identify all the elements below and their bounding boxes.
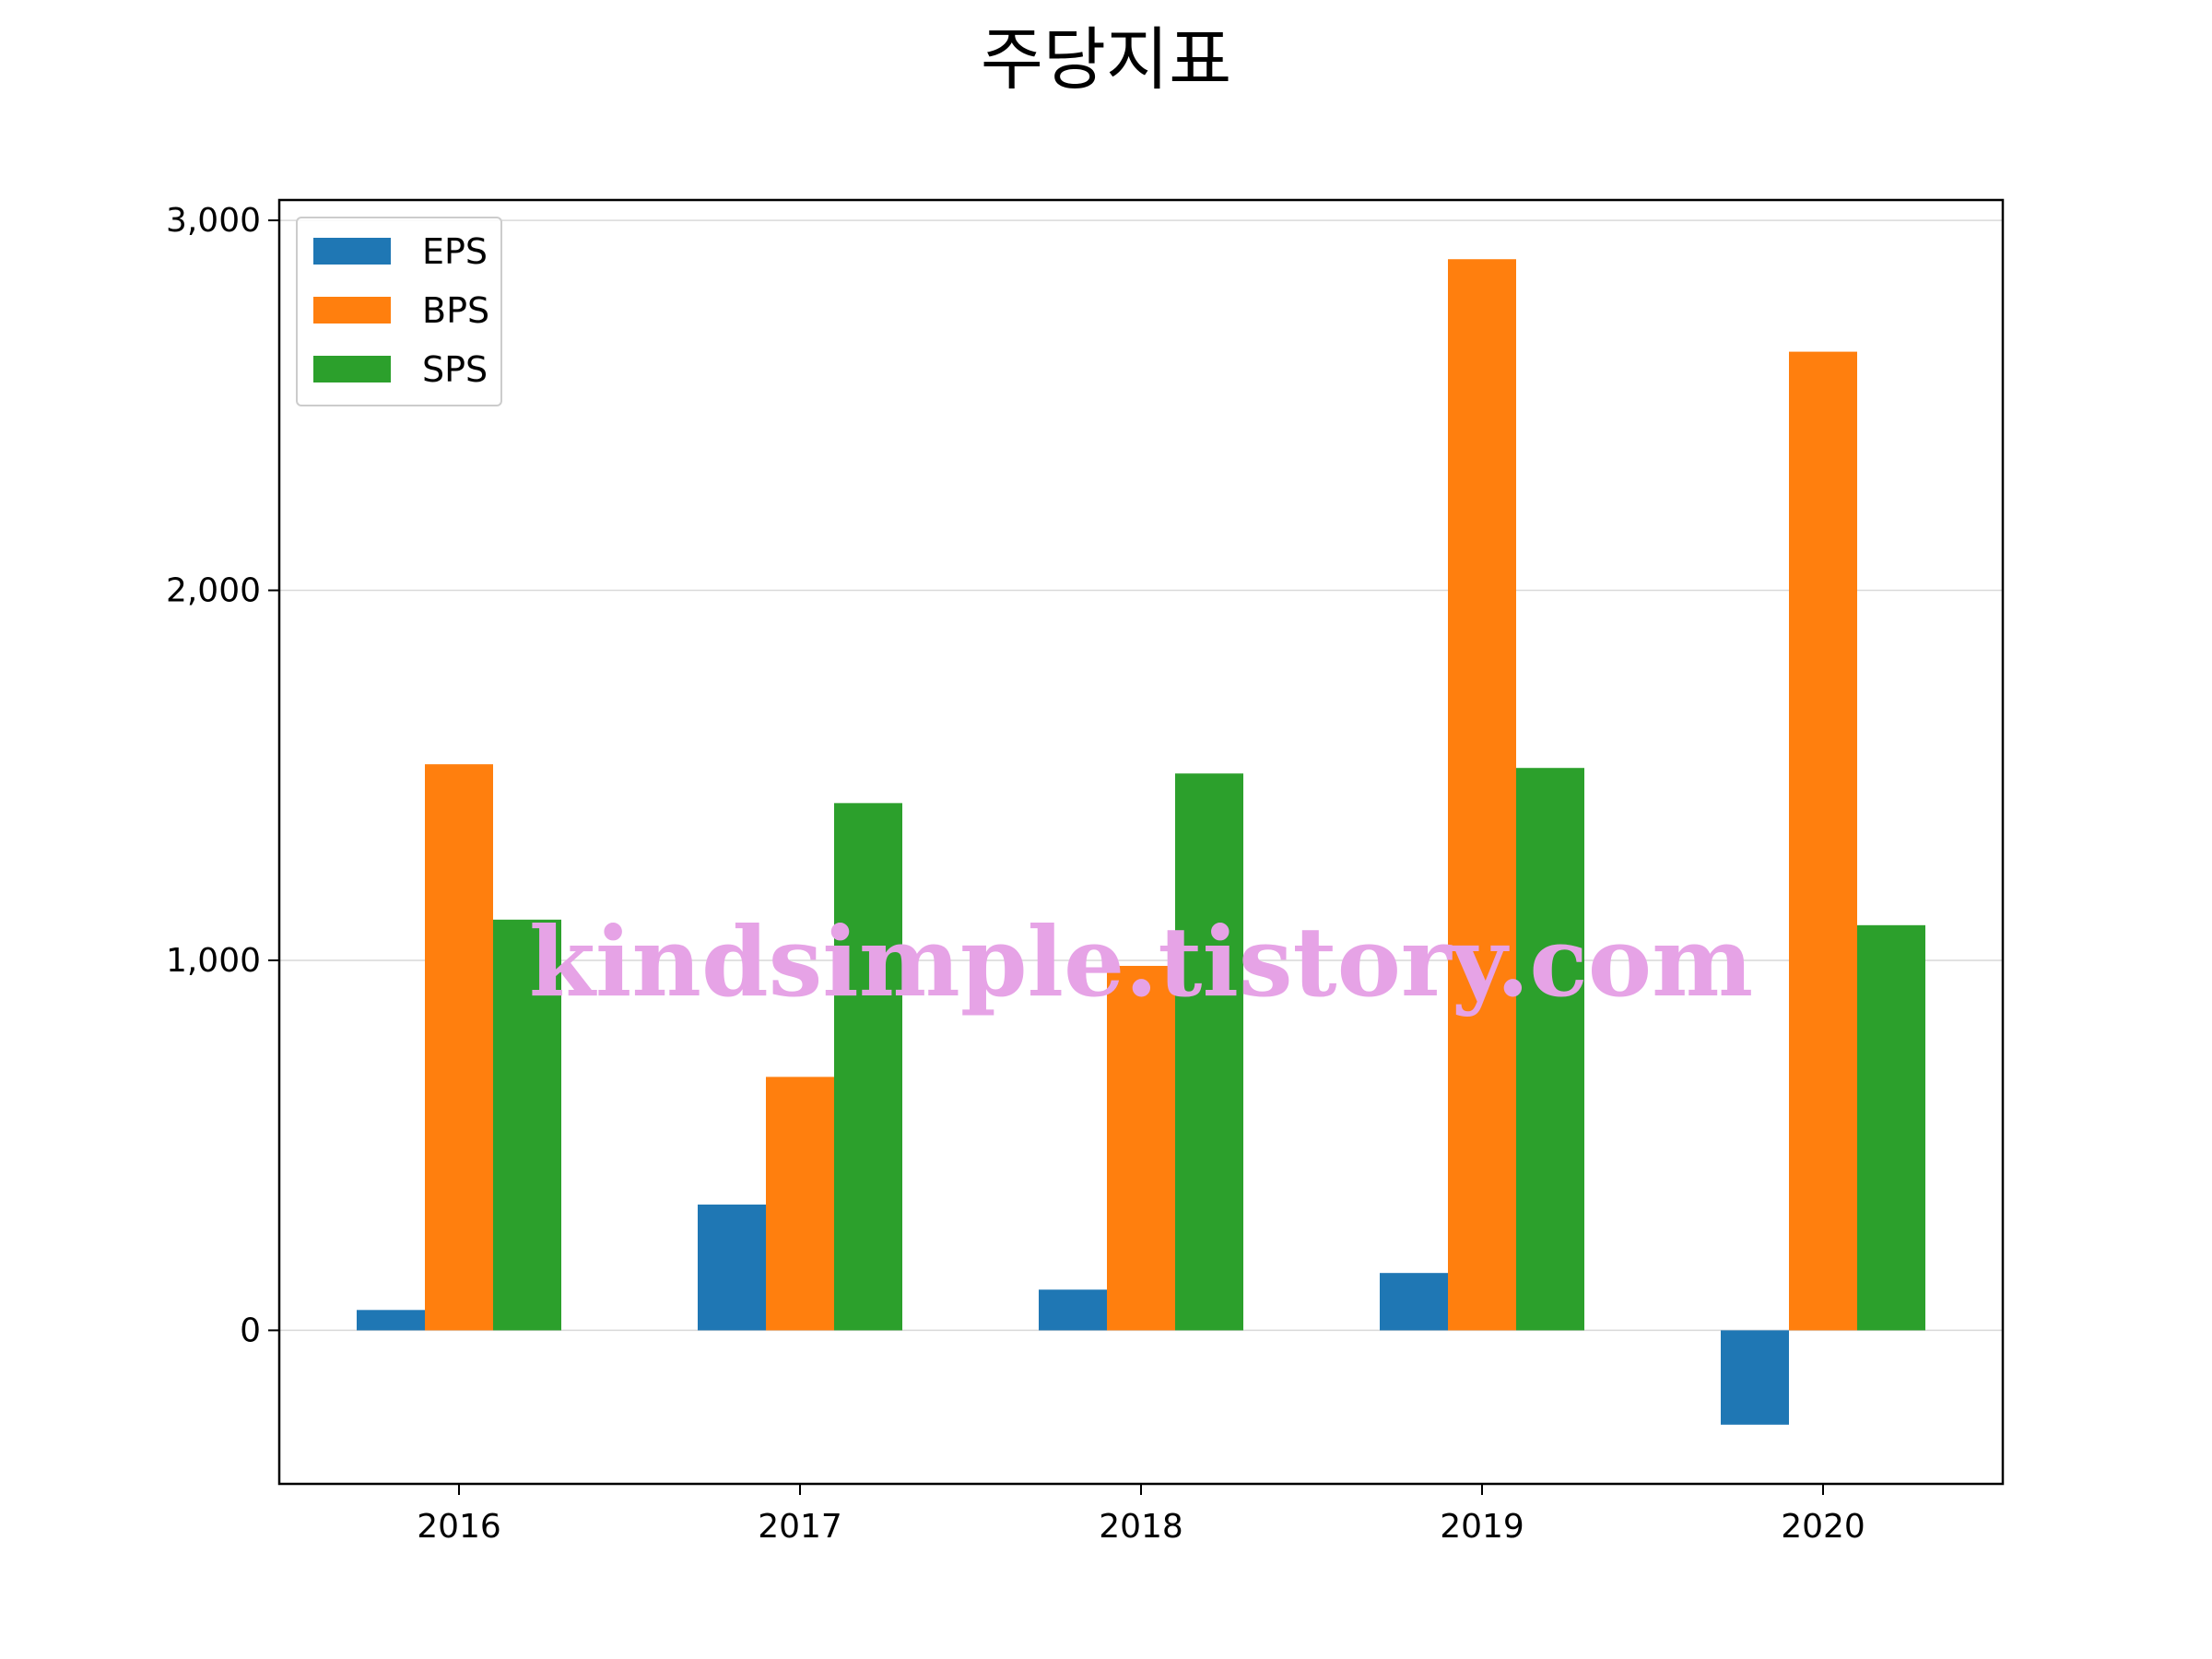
chart-title: 주당지표: [981, 20, 1231, 100]
bar-bps-2017: [766, 1077, 834, 1331]
legend-swatch-sps: [313, 356, 391, 382]
watermark-text: kindsimple.tistory.com: [529, 905, 1753, 1018]
bar-eps-2019: [1380, 1273, 1448, 1331]
bar-sps-2016: [493, 919, 561, 1331]
x-tick-label: 2020: [1781, 1508, 1865, 1546]
bar-bps-2020: [1789, 351, 1857, 1331]
y-tick-label: 2,000: [166, 572, 261, 610]
bar-eps-2018: [1039, 1289, 1107, 1331]
bar-bps-2018: [1107, 965, 1175, 1331]
bar-sps-2018: [1175, 773, 1243, 1331]
bar-eps-2020: [1721, 1330, 1789, 1425]
bar-bps-2019: [1448, 259, 1516, 1331]
bar-sps-2019: [1516, 768, 1584, 1331]
bar-eps-2016: [357, 1310, 425, 1331]
legend-label-bps: BPS: [422, 290, 489, 331]
legend: EPS BPS SPS: [296, 217, 502, 406]
legend-swatch-bps: [313, 297, 391, 324]
bar-eps-2017: [698, 1204, 766, 1331]
y-tick-label: 3,000: [166, 202, 261, 240]
legend-label-eps: EPS: [422, 231, 488, 272]
x-tick-label: 2017: [758, 1508, 842, 1546]
bar-bps-2016: [425, 764, 493, 1331]
y-tick-label: 0: [240, 1312, 261, 1349]
legend-swatch-eps: [313, 238, 391, 265]
legend-label-sps: SPS: [422, 349, 488, 390]
y-tick-label: 1,000: [166, 942, 261, 980]
x-tick-label: 2019: [1440, 1508, 1524, 1546]
axis-ticks: 0 1,000 2,000 3,000 2016 2017 2018 2019 2020: [166, 202, 1865, 1546]
x-tick-label: 2018: [1099, 1508, 1183, 1546]
bar-sps-2017: [834, 803, 902, 1331]
bars: [357, 259, 1925, 1425]
bar-sps-2020: [1857, 924, 1925, 1331]
x-tick-label: 2016: [417, 1508, 501, 1546]
